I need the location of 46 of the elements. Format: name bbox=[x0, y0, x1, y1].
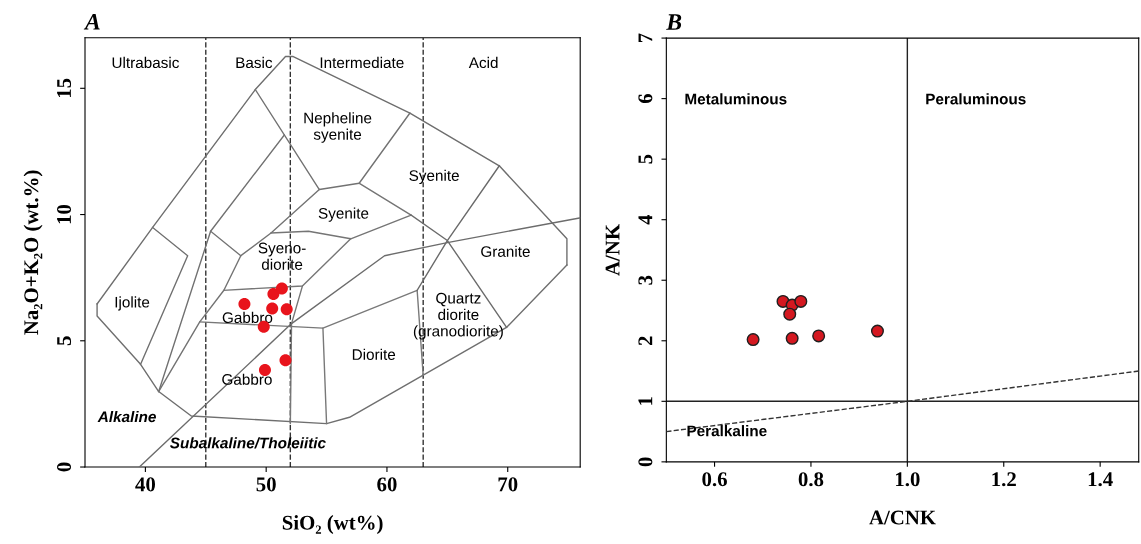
x-tick-label: 60 bbox=[377, 477, 397, 492]
annotation: Syeno- diorite bbox=[258, 242, 306, 270]
y-tick-label: 5 bbox=[57, 336, 72, 346]
annotation: Nepheline syenite bbox=[304, 112, 372, 143]
y-tick-label: 2 bbox=[638, 336, 653, 346]
y-tick-label: 0 bbox=[56, 462, 72, 472]
annotation: Gabbro bbox=[222, 373, 272, 385]
annotation: Diorite bbox=[352, 348, 396, 360]
y-tick-label: 3 bbox=[638, 275, 653, 285]
annotation: Gabbro bbox=[222, 311, 273, 324]
x-tick-label: 40 bbox=[135, 477, 156, 492]
annotation: Intermediate bbox=[320, 56, 404, 69]
annotation: Syenite bbox=[318, 207, 369, 222]
x-tick-label: 0.6 bbox=[702, 472, 727, 487]
y-tick-label: 10 bbox=[56, 204, 72, 224]
x-axis-title: SiO₂ (wt%) bbox=[282, 515, 383, 534]
annotation: Alkaline bbox=[97, 410, 156, 423]
y-tick-label: 1 bbox=[638, 397, 653, 405]
annotation: Quartz diorite (granodiorite) bbox=[413, 292, 503, 340]
annotation: Syenite bbox=[409, 169, 459, 184]
x-tick-label: 1.4 bbox=[1088, 472, 1113, 487]
y-tick-label: 15 bbox=[57, 78, 72, 98]
annotation: Acid bbox=[468, 56, 498, 69]
annotation: Ijolite bbox=[115, 296, 150, 311]
x-tick-label: 70 bbox=[498, 477, 518, 492]
x-tick-label: 0.8 bbox=[798, 472, 824, 487]
annotation: Metaluminous bbox=[685, 93, 787, 105]
x-tick-label: 1.2 bbox=[992, 472, 1016, 487]
y-tick-label: 6 bbox=[638, 94, 653, 104]
annotation: Basic bbox=[236, 56, 273, 69]
y-axis-title: A/NK bbox=[605, 224, 620, 276]
y-tick-label: 4 bbox=[638, 214, 653, 225]
annotation: Peralkaline bbox=[687, 425, 767, 437]
chart-title: B bbox=[666, 14, 682, 30]
x-axis-title: A/CNK bbox=[869, 510, 936, 525]
annotation: Ultrabasic bbox=[112, 56, 179, 69]
annotation: Peraluminous bbox=[926, 93, 1026, 105]
x-tick-label: 50 bbox=[256, 477, 276, 492]
x-tick-label: 1.0 bbox=[896, 472, 920, 487]
y-tick-label: 0 bbox=[638, 457, 653, 467]
y-axis-title: Na₂O+K₂O (wt.%) bbox=[23, 170, 43, 335]
chart-title: A bbox=[83, 13, 100, 30]
annotation: Subalkaline/Tholeiitic bbox=[170, 437, 326, 449]
y-tick-label: 7 bbox=[638, 33, 653, 43]
annotation: Granite bbox=[481, 245, 530, 257]
y-tick-label: 5 bbox=[638, 154, 653, 164]
